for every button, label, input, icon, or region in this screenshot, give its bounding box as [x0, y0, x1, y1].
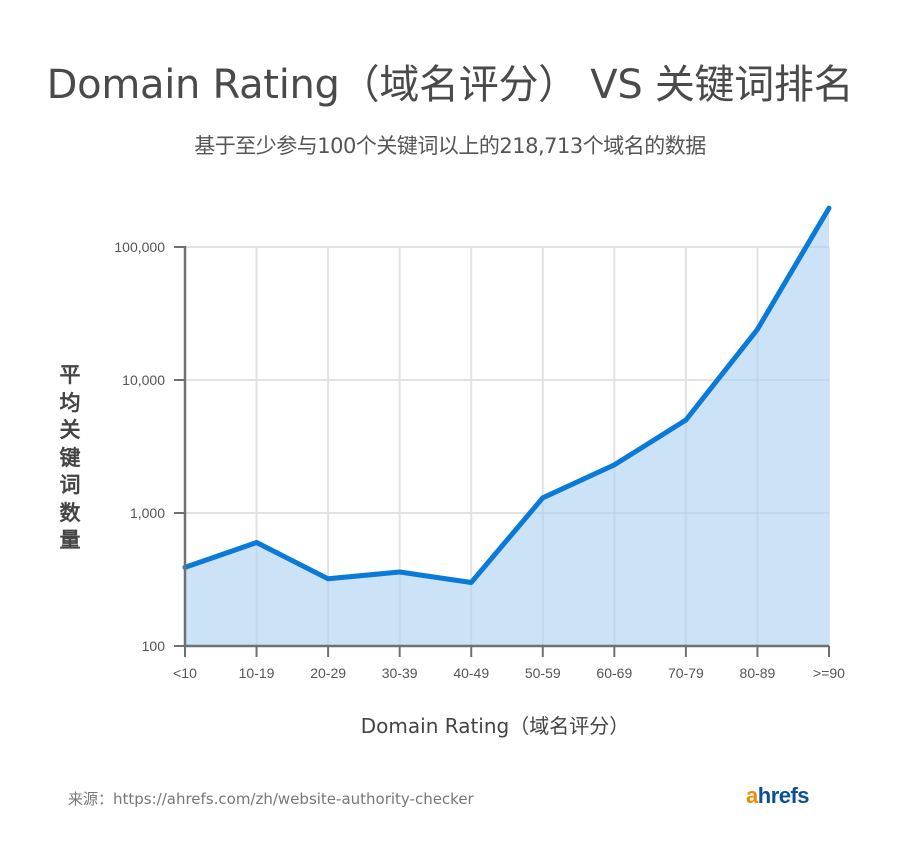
logo-a: a [746, 783, 758, 808]
y-axis-label-char: 平 [59, 363, 81, 387]
y-axis-label-char: 数 [59, 500, 81, 525]
logo-rest: hrefs [757, 783, 810, 808]
y-axis-label-char: 均 [59, 390, 81, 415]
source-link[interactable]: 来源：https://ahrefs.com/zh/website-authori… [68, 790, 474, 808]
chart-title: Domain Rating（域名评分） VS 关键词排名 [46, 62, 854, 108]
y-axis-label-char: 键 [59, 445, 81, 470]
x-tick-label: >=90 [813, 665, 845, 681]
x-tick-label: <10 [173, 665, 197, 681]
y-tick-label: 10,000 [122, 372, 165, 388]
x-tick-label: 70-79 [668, 665, 704, 681]
x-tick-labels: <10 10-19 20-29 30-39 40-49 50-59 60-69 70-79 80… [173, 665, 845, 681]
y-tick-label: 1,000 [130, 505, 165, 521]
ahrefs-logo: ahrefs [746, 783, 810, 809]
axes [174, 246, 830, 657]
y-tick-label: 100 [142, 638, 166, 654]
x-axis-label: Domain Rating（域名评分） [360, 714, 630, 738]
x-tick-label: 80-89 [740, 665, 776, 681]
grid-lines-over-fill [255, 246, 829, 646]
y-axis-label-char: 词 [59, 473, 81, 497]
x-tick-label: 20-29 [310, 665, 346, 681]
x-tick-label: 40-49 [453, 665, 489, 681]
y-tick-labels: 100 1,000 10,000 100,000 [114, 239, 165, 654]
y-axis-label: 平 均 关 键 词 数 量 [56, 362, 84, 555]
y-axis-label-char: 关 [59, 418, 81, 442]
x-tick-label: 60-69 [596, 665, 632, 681]
y-axis-label-char: 量 [59, 528, 81, 552]
y-tick-label: 100,000 [114, 239, 165, 255]
x-tick-label: 30-39 [382, 665, 418, 681]
x-tick-label: 50-59 [525, 665, 561, 681]
chart-subtitle: 基于至少参与100个关键词以上的218,713个域名的数据 [194, 134, 706, 158]
x-tick-label: 10-19 [239, 665, 275, 681]
area-chart: 100 1,000 10,000 100,000 <10 10-19 20-29 30-39… [114, 205, 845, 681]
area-fill [185, 208, 829, 646]
data-line [182, 205, 832, 585]
